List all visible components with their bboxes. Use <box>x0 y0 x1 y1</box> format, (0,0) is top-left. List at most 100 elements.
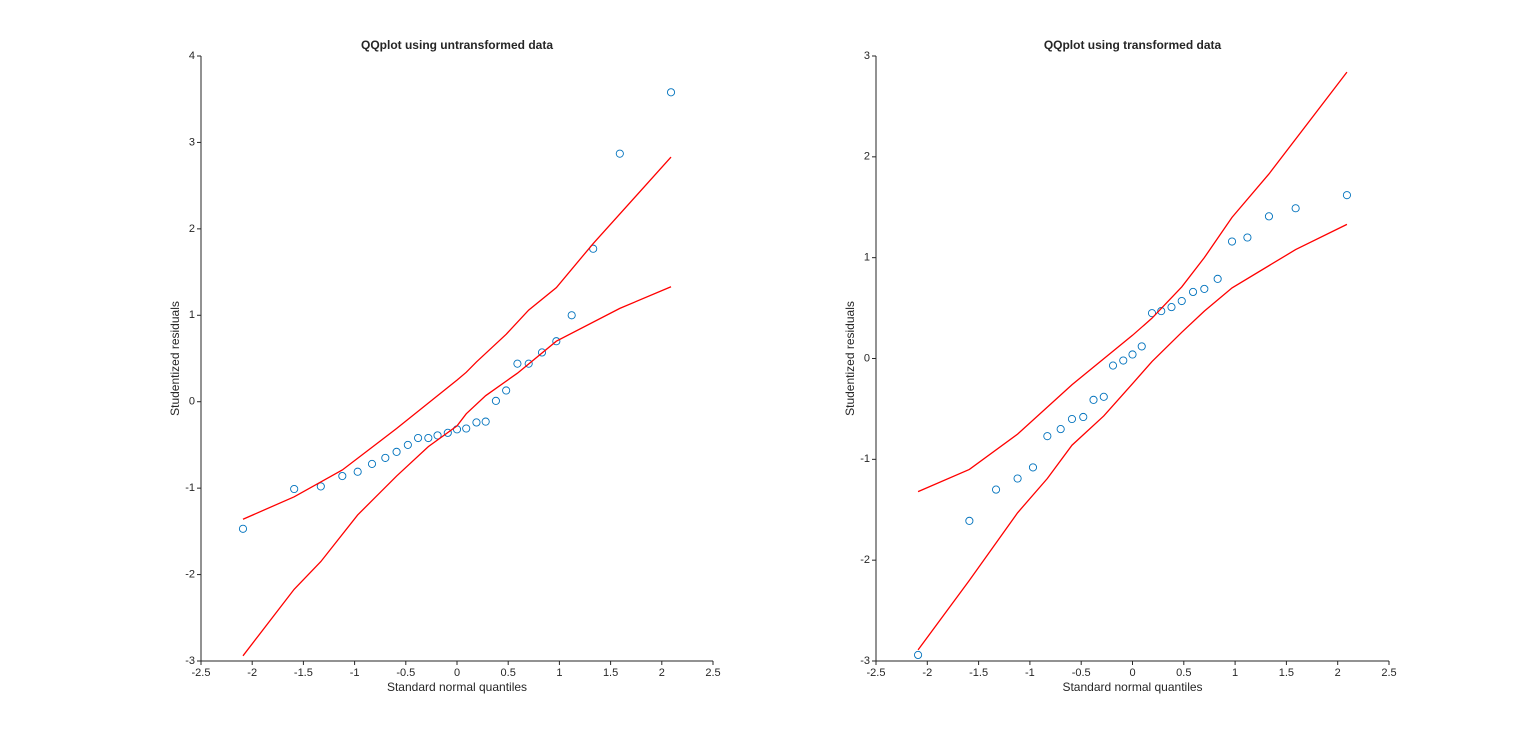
data-point <box>666 88 676 97</box>
data-point <box>481 417 490 426</box>
data-point <box>367 459 377 468</box>
data-point <box>1079 412 1088 422</box>
y-tick-label: 2 <box>189 223 195 235</box>
x-tick-label: -1.5 <box>294 667 313 679</box>
data-point <box>502 386 511 395</box>
data-point <box>965 516 974 525</box>
x-tick-label: 1 <box>1232 667 1238 679</box>
data-point <box>1056 425 1065 434</box>
y-tick-label: -1 <box>860 453 870 465</box>
y-tick-label: -2 <box>860 554 870 566</box>
data-point <box>338 471 347 481</box>
data-point <box>392 447 401 456</box>
data-point <box>524 359 533 368</box>
x-tick-label: -2 <box>247 667 257 679</box>
y-tick-label: 0 <box>189 396 195 408</box>
x-tick-label: -2 <box>922 667 932 679</box>
x-tick-label: 1 <box>556 667 562 679</box>
data-point <box>1200 284 1209 293</box>
y-axis-label: Studentized residuals <box>843 301 857 416</box>
data-point <box>1043 432 1052 441</box>
x-tick-label: 0 <box>454 667 460 679</box>
data-point <box>238 524 248 533</box>
data-point <box>1342 191 1351 200</box>
data-point <box>1213 274 1222 283</box>
y-tick-label: 2 <box>864 151 870 163</box>
y-tick-label: -2 <box>185 568 195 580</box>
data-point <box>1188 287 1198 297</box>
x-tick-label: -1.5 <box>969 667 988 679</box>
y-tick-label: -1 <box>185 482 195 494</box>
y-tick-label: 3 <box>864 50 870 62</box>
data-point <box>1243 233 1252 242</box>
y-tick-label: 1 <box>864 252 870 264</box>
envelope-line <box>917 71 1348 493</box>
data-point <box>1227 237 1237 246</box>
data-point <box>1013 474 1022 483</box>
data-point <box>513 359 522 368</box>
data-point <box>443 428 452 437</box>
data-point <box>1119 356 1128 365</box>
y-tick-label: 1 <box>189 309 195 321</box>
x-tick-label: -0.5 <box>1072 667 1091 679</box>
x-tick-label: 0 <box>1129 667 1135 679</box>
data-point <box>452 425 462 434</box>
data-point <box>1067 414 1077 424</box>
data-point <box>567 311 576 320</box>
y-tick-label: 3 <box>189 136 195 148</box>
data-point <box>414 433 423 443</box>
x-tick-label: 2 <box>1335 667 1341 679</box>
envelope-line <box>242 156 672 520</box>
x-tick-label: -2.5 <box>192 667 211 679</box>
data-point <box>1291 204 1300 213</box>
x-tick-label: 2.5 <box>705 667 720 679</box>
x-tick-label: -2.5 <box>867 667 886 679</box>
data-point <box>381 453 390 462</box>
data-point <box>290 484 299 494</box>
y-axis-label: Studentized residuals <box>168 301 182 416</box>
y-tick-label: 4 <box>189 50 195 62</box>
x-axis-label: Standard normal quantiles <box>1062 680 1202 694</box>
data-point <box>914 650 923 660</box>
x-tick-label: 0.5 <box>1176 667 1191 679</box>
data-point <box>462 424 471 433</box>
data-point <box>1137 342 1146 351</box>
data-point <box>403 440 412 449</box>
data-point <box>1028 463 1038 472</box>
x-tick-label: 2 <box>659 667 665 679</box>
data-point <box>1099 392 1108 401</box>
y-tick-label: 0 <box>864 352 870 364</box>
data-point <box>316 482 325 491</box>
y-tick-label: -3 <box>185 655 195 667</box>
data-point <box>353 467 362 476</box>
data-point <box>424 433 433 443</box>
data-point <box>1157 307 1166 316</box>
x-tick-label: -1 <box>350 667 360 679</box>
x-tick-label: 1.5 <box>603 667 618 679</box>
x-tick-label: 1.5 <box>1279 667 1294 679</box>
x-tick-label: -1 <box>1025 667 1035 679</box>
data-point <box>615 149 624 158</box>
x-tick-label: 2.5 <box>1381 667 1396 679</box>
envelope-line <box>242 286 672 657</box>
data-point <box>1089 395 1098 404</box>
chart-title: QQplot using transformed data <box>1044 38 1222 52</box>
data-point <box>1177 296 1186 306</box>
x-tick-label: 0.5 <box>501 667 516 679</box>
data-point <box>491 396 500 405</box>
data-point <box>1108 361 1118 370</box>
envelope-line <box>917 223 1348 651</box>
x-axis-label: Standard normal quantiles <box>387 680 527 694</box>
data-point <box>1264 212 1274 221</box>
data-point <box>1167 303 1176 312</box>
chart-title: QQplot using untransformed data <box>361 38 553 52</box>
x-tick-label: -0.5 <box>396 667 415 679</box>
data-point <box>537 348 547 357</box>
data-point <box>472 418 481 427</box>
y-tick-label: -3 <box>860 655 870 667</box>
data-point <box>1128 350 1137 359</box>
data-point <box>1147 309 1157 318</box>
data-point <box>433 431 442 440</box>
